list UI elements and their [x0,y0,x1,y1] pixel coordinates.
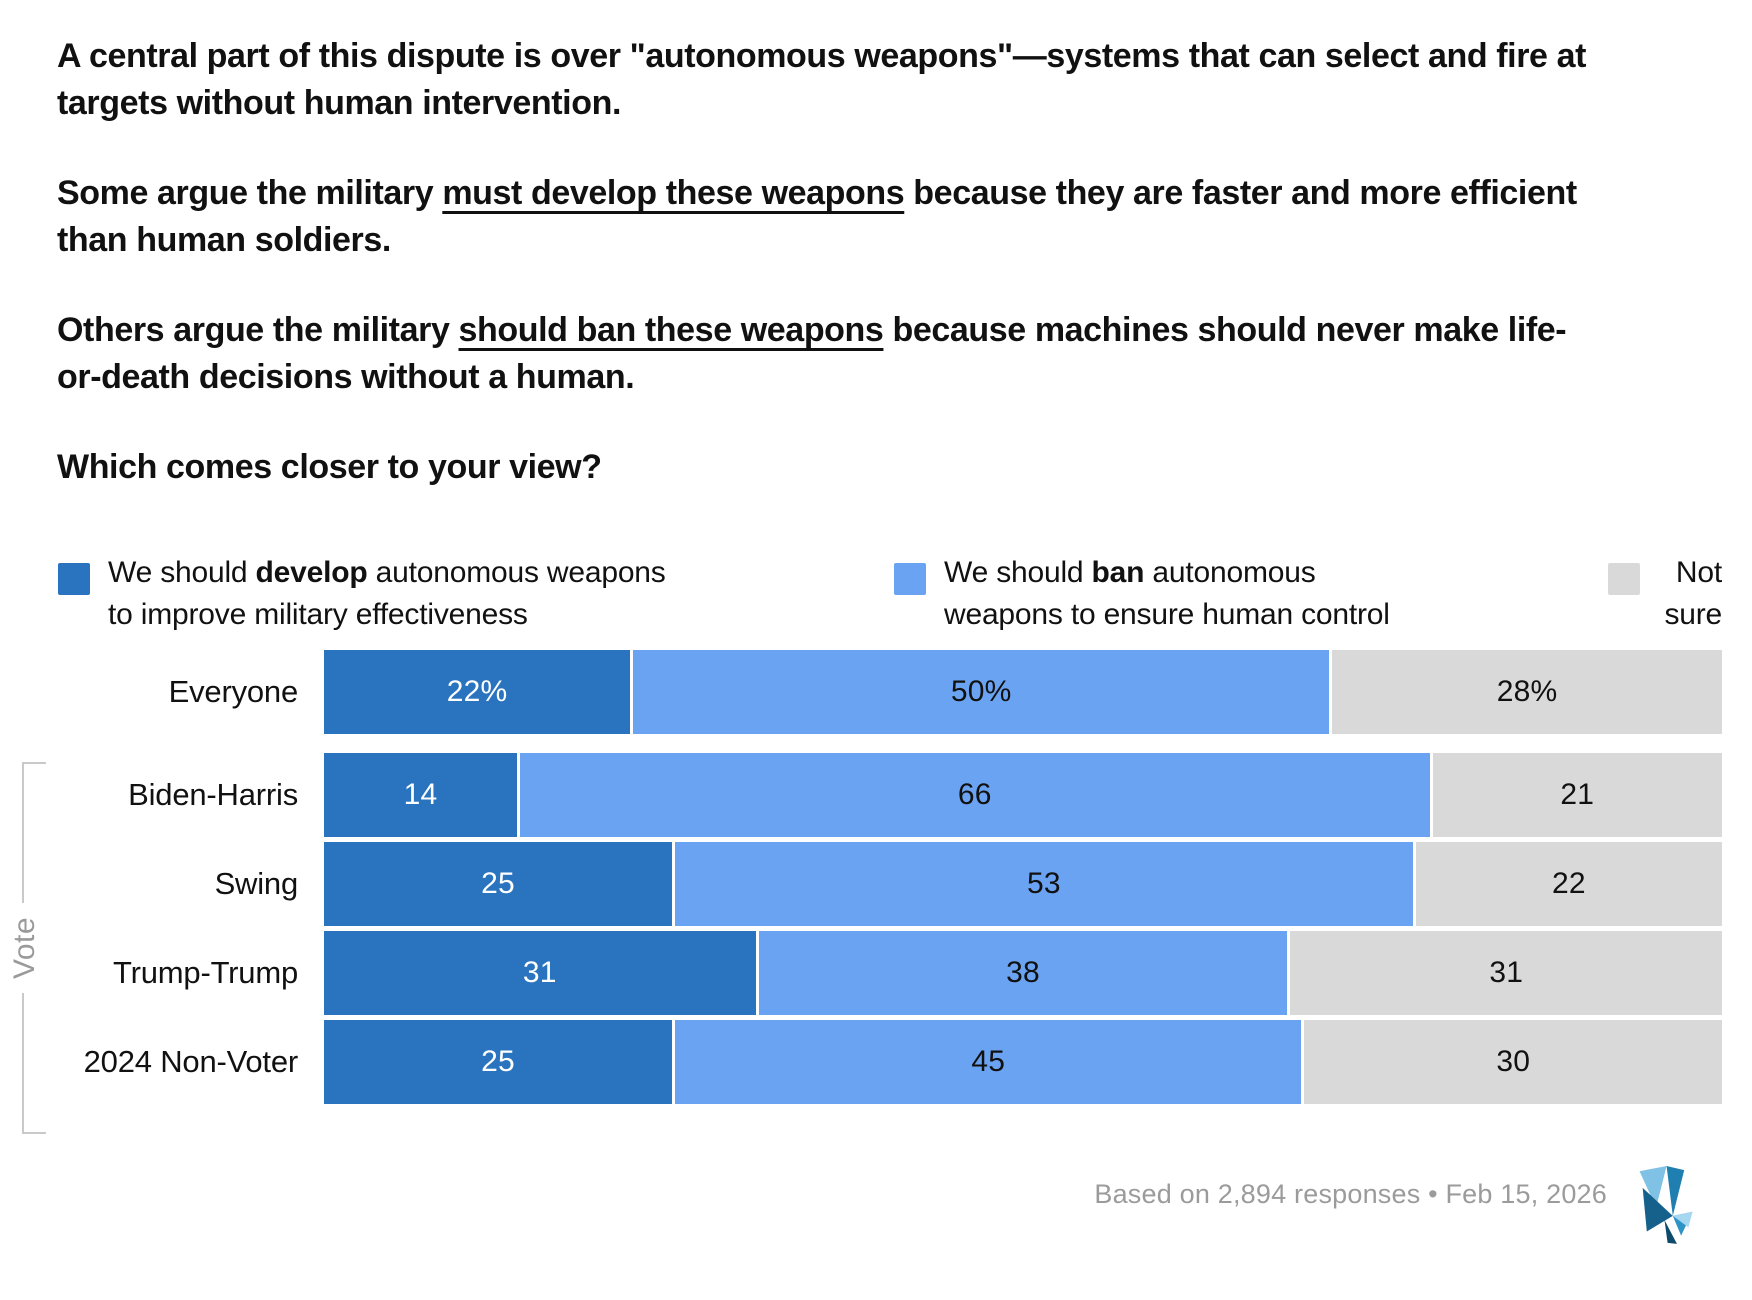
bar: 31 38 31 [324,931,1722,1015]
bar-value: 30 [1496,1045,1531,1078]
bar-value: 31 [522,956,557,989]
bar-segment-ban: 53 [675,842,1413,926]
bar-value: 50% [950,675,1012,708]
bar: 14 66 21 [324,753,1722,837]
bar-value: 25 [481,867,515,900]
vote-group-bracket: Vote [8,762,52,1134]
row-label: Trump-Trump [113,955,298,990]
stacked-bar-chart: Everyone 22% 50% 28% Biden-Harris 14 66 … [0,650,1722,1109]
chart-row-biden-harris: Biden-Harris 14 66 21 [0,753,1722,837]
bar-segment-develop: 31 [324,931,756,1015]
bar-value: 31 [1489,956,1524,989]
intro-paragraph-1: A central part of this dispute is over "… [57,37,1587,122]
bar-value: 25 [481,1045,515,1078]
intro-paragraph-2: Some argue the military must develop the… [57,174,1577,259]
legend-label-not-sure: Not sure [1664,556,1722,631]
bar-segment-develop: 14 [324,753,517,837]
bracket-tick [22,762,46,764]
chart-row-everyone: Everyone 22% 50% 28% [0,650,1722,734]
row-label: Swing [214,866,299,901]
bar-value: 22% [446,675,508,708]
intro-paragraph-3: Others argue the military should ban the… [57,311,1567,396]
bar-value: 28% [1496,675,1558,708]
bar-segment-not-sure: 21 [1432,753,1722,837]
attribution-text: Based on 2,894 responses • Feb 15, 2026 [1094,1179,1607,1209]
intro-text-block: A central part of this dispute is over "… [57,33,1747,491]
row-label: Biden-Harris [128,777,298,812]
bar-value: 38 [1006,956,1040,989]
bracket-tick [22,1132,46,1134]
legend-label-develop: We should develop autonomous weapons to i… [108,556,666,631]
bar-value: 22 [1551,867,1586,900]
vote-axis-label: Vote [8,916,41,980]
bar: 22% 50% 28% [324,650,1722,734]
bar-value: 53 [1026,867,1061,900]
chart-row-2024-non-voter: 2024 Non-Voter 25 45 30 [0,1020,1722,1104]
bracket-line [22,762,24,903]
bracket-line [22,993,24,1134]
legend-swatch-develop [58,563,90,595]
chart-row-swing: Swing 25 53 22 [0,842,1722,926]
brand-logo-icon [1637,1166,1693,1246]
bar-segment-develop: 25 [324,842,672,926]
legend-swatch-not-sure [1608,563,1640,595]
row-label: 2024 Non-Voter [83,1044,299,1079]
bar-segment-ban: 66 [519,753,1430,837]
bar-segment-not-sure: 30 [1304,1020,1722,1104]
bar-segment-ban: 50% [633,650,1330,734]
chart-row-trump-trump: Trump-Trump 31 38 31 [0,931,1722,1015]
legend-label-ban: We should ban autonomous weapons to ensur… [944,556,1390,631]
bar: 25 53 22 [324,842,1722,926]
legend-item-develop: We should develop autonomous weapons to i… [58,552,666,636]
bar-segment-ban: 38 [758,931,1288,1015]
bar-segment-develop: 25 [324,1020,672,1104]
bar-segment-ban: 45 [675,1020,1302,1104]
bar-segment-develop: 22% [324,650,631,734]
bar-segment-not-sure: 28% [1332,650,1722,734]
bar-value: 66 [957,778,992,811]
legend-item-ban: We should ban autonomous weapons to ensur… [894,552,1390,636]
legend-swatch-ban [894,563,926,595]
bar-segment-not-sure: 22 [1415,842,1722,926]
bar-value: 21 [1560,778,1595,811]
row-label: Everyone [168,674,299,709]
bar: 25 45 30 [324,1020,1722,1104]
bar-value: 45 [971,1045,1006,1078]
bar-value: 14 [403,778,438,811]
legend-item-not-sure: Not sure [1608,552,1722,636]
question-heading: Which comes closer to your view? [57,448,602,486]
bar-segment-not-sure: 31 [1290,931,1722,1015]
